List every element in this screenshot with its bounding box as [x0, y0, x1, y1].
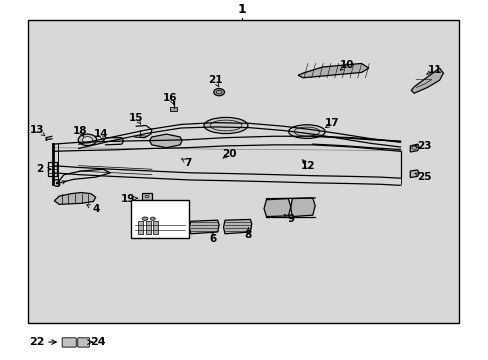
Text: 22: 22: [29, 337, 45, 347]
Text: 17: 17: [325, 118, 339, 128]
Bar: [153, 221, 158, 234]
Ellipse shape: [288, 125, 325, 138]
Text: 13: 13: [30, 125, 44, 135]
Polygon shape: [290, 198, 315, 217]
Text: 15: 15: [129, 113, 143, 123]
Text: 6: 6: [209, 234, 216, 244]
Ellipse shape: [78, 134, 97, 145]
Polygon shape: [409, 144, 418, 152]
Text: 20: 20: [221, 149, 236, 159]
FancyBboxPatch shape: [62, 338, 76, 347]
Text: 1: 1: [237, 3, 246, 16]
Ellipse shape: [142, 217, 148, 221]
Polygon shape: [410, 68, 443, 93]
Text: 5: 5: [170, 215, 177, 224]
Text: 11: 11: [427, 64, 441, 75]
Ellipse shape: [150, 217, 155, 220]
Polygon shape: [298, 63, 368, 78]
Text: 16: 16: [163, 93, 177, 103]
Bar: [146, 221, 151, 234]
Text: 23: 23: [416, 141, 430, 151]
Text: 19: 19: [121, 194, 135, 204]
FancyBboxPatch shape: [78, 338, 89, 347]
Text: 9: 9: [286, 215, 294, 224]
Polygon shape: [149, 134, 182, 148]
Bar: [27, 21, 458, 323]
Bar: [142, 193, 152, 200]
Text: 8: 8: [244, 230, 251, 239]
Text: 10: 10: [339, 60, 353, 70]
Bar: [138, 221, 143, 234]
Bar: [170, 107, 177, 111]
Text: 21: 21: [207, 75, 222, 85]
Ellipse shape: [203, 117, 247, 134]
Text: 3: 3: [53, 179, 61, 189]
Text: 14: 14: [93, 129, 108, 139]
Text: 2: 2: [36, 164, 43, 174]
Text: 18: 18: [73, 126, 87, 135]
Polygon shape: [189, 220, 219, 234]
Text: 25: 25: [416, 172, 430, 182]
Polygon shape: [409, 170, 418, 177]
Bar: [48, 162, 57, 176]
Ellipse shape: [82, 136, 92, 143]
Polygon shape: [54, 193, 96, 204]
Text: 4: 4: [92, 204, 99, 215]
Bar: [131, 201, 188, 238]
Text: 12: 12: [300, 161, 314, 171]
Polygon shape: [223, 220, 251, 234]
Text: 24: 24: [90, 337, 106, 347]
Ellipse shape: [213, 89, 224, 96]
Polygon shape: [264, 199, 290, 217]
Text: 7: 7: [184, 158, 192, 168]
